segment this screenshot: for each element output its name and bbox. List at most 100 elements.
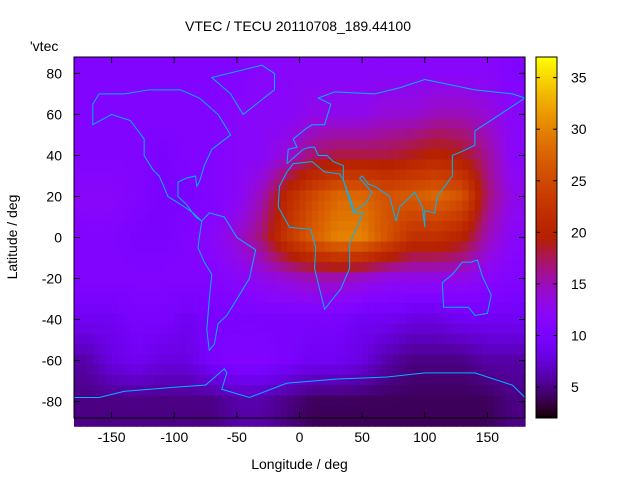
heatmap-cell xyxy=(487,128,495,140)
heatmap-cell xyxy=(506,159,514,171)
heatmap-cell xyxy=(393,303,401,314)
heatmap-cell xyxy=(474,385,482,397)
heatmap-cell xyxy=(199,323,207,335)
heatmap-cell xyxy=(299,231,307,243)
heatmap-cell xyxy=(280,200,288,212)
heatmap-cell xyxy=(92,313,100,325)
heatmap-cell xyxy=(130,231,138,243)
heatmap-cell xyxy=(255,98,263,109)
heatmap-cell xyxy=(405,405,413,417)
heatmap-cell xyxy=(393,200,401,212)
heatmap-cell xyxy=(218,313,225,325)
heatmap-cell xyxy=(111,395,119,407)
heatmap-cell xyxy=(418,303,426,314)
heatmap-cell xyxy=(74,395,81,407)
heatmap-cell xyxy=(487,200,495,212)
heatmap-cell xyxy=(481,87,489,99)
heatmap-cell xyxy=(174,231,182,243)
heatmap-cell xyxy=(236,303,244,314)
heatmap-cell xyxy=(405,190,413,202)
heatmap-cell xyxy=(155,77,163,89)
heatmap-cell xyxy=(437,180,445,191)
heatmap-cell xyxy=(243,159,250,171)
heatmap-cell xyxy=(280,57,288,68)
heatmap-cell xyxy=(330,108,338,120)
heatmap-cell xyxy=(280,344,288,356)
heatmap-cell xyxy=(374,139,382,150)
heatmap-cell xyxy=(74,108,81,120)
heatmap-cell xyxy=(124,282,131,294)
heatmap-cell xyxy=(105,108,113,120)
heatmap-cell xyxy=(224,282,232,294)
heatmap-cell xyxy=(211,118,219,130)
heatmap-cell xyxy=(487,118,495,130)
heatmap-cell xyxy=(280,251,288,263)
heatmap-cell xyxy=(193,282,200,294)
heatmap-cell xyxy=(387,292,395,304)
heatmap-cell xyxy=(343,323,351,335)
heatmap-cell xyxy=(180,344,188,356)
heatmap-cell xyxy=(318,159,326,171)
heatmap-cell xyxy=(431,210,438,222)
heatmap-cell xyxy=(255,262,263,273)
heatmap-cell xyxy=(374,374,382,386)
heatmap-cell xyxy=(318,313,326,325)
heatmap-cell xyxy=(305,77,313,89)
heatmap-cell xyxy=(493,292,501,304)
heatmap-cell xyxy=(499,395,507,407)
heatmap-cell xyxy=(218,139,225,150)
heatmap-cell xyxy=(80,159,88,171)
heatmap-cell xyxy=(74,149,81,161)
heatmap-cell xyxy=(180,180,188,191)
heatmap-cell xyxy=(155,272,163,284)
heatmap-cell xyxy=(92,57,100,68)
heatmap-cell xyxy=(468,180,476,191)
heatmap-cell xyxy=(305,395,313,407)
heatmap-cell xyxy=(193,333,200,345)
heatmap-cell xyxy=(205,374,213,386)
y-tick-label: 40 xyxy=(46,147,62,163)
heatmap-cell xyxy=(155,241,163,253)
colorbar-segment xyxy=(536,336,557,341)
heatmap-cell xyxy=(142,87,150,99)
heatmap-cell xyxy=(324,344,332,356)
heatmap-cell xyxy=(399,323,407,335)
heatmap-cell xyxy=(261,303,269,314)
heatmap-cell xyxy=(224,415,232,427)
heatmap-cell xyxy=(330,323,338,335)
heatmap-cell xyxy=(167,313,175,325)
heatmap-cell xyxy=(80,169,88,181)
colorbar-segment xyxy=(536,315,557,320)
heatmap-cell xyxy=(142,241,150,253)
heatmap-cell xyxy=(261,108,269,120)
heatmap-cell xyxy=(324,292,332,304)
heatmap-cell xyxy=(374,200,382,212)
heatmap-cell xyxy=(474,139,482,150)
heatmap-cell xyxy=(418,128,426,140)
heatmap-cell xyxy=(167,354,175,366)
colorbar-segment xyxy=(536,297,557,302)
heatmap-cell xyxy=(312,128,319,140)
heatmap-cell xyxy=(74,262,81,273)
heatmap-cell xyxy=(330,180,338,191)
heatmap-cell xyxy=(211,67,219,79)
heatmap-cell xyxy=(456,87,463,99)
heatmap-cell xyxy=(305,128,313,140)
heatmap-cell xyxy=(374,169,382,181)
heatmap-cell xyxy=(111,241,119,253)
heatmap-cell xyxy=(74,221,81,232)
heatmap-cell xyxy=(99,344,106,356)
heatmap-cell xyxy=(362,333,370,345)
heatmap-cell xyxy=(92,139,100,150)
heatmap-cell xyxy=(368,139,376,150)
heatmap-cell xyxy=(405,415,413,427)
heatmap-cell xyxy=(468,364,476,376)
heatmap-cell xyxy=(193,251,200,263)
heatmap-cell xyxy=(199,395,207,407)
heatmap-cell xyxy=(224,241,232,253)
heatmap-cell xyxy=(105,241,113,253)
heatmap-cell xyxy=(149,395,157,407)
heatmap-cell xyxy=(462,210,470,222)
heatmap-cell xyxy=(337,415,344,427)
heatmap-cell xyxy=(293,77,301,89)
